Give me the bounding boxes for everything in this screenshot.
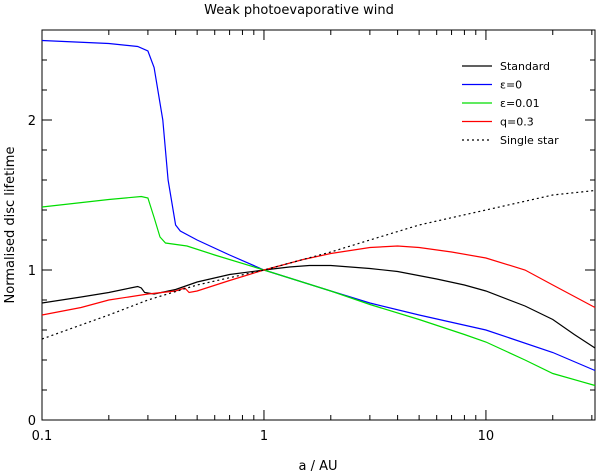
x-tick-label-1: 1 [260,429,268,444]
series-line-3 [41,245,596,316]
series-line-4 [41,189,596,340]
series-line-2 [41,195,596,387]
chart-title: Weak photoevaporative wind [204,3,394,18]
legend-label-1: ε=0 [500,79,522,92]
series-line-1 [41,39,596,372]
plot-frame [41,29,596,421]
tick-layer: 0.1 1 10 0 1 2 [28,30,595,444]
legend-label-0: Standard [500,60,550,73]
x-tick-label-2: 10 [478,429,495,444]
series-line-0 [41,264,596,349]
y-tick-label-1: 1 [28,264,36,279]
y-axis-label: Normalised disc lifetime [3,147,18,304]
legend-label-4: Single star [500,134,559,147]
x-tick-label-0: 0.1 [32,429,53,444]
y-tick-label-2: 2 [28,114,36,129]
y-tick-label-0: 0 [28,414,36,429]
series-layer [41,39,596,387]
x-axis-label: a / AU [298,459,337,474]
legend-label-3: q=0.3 [500,116,534,129]
legend: Standard ε=0 ε=0.01 q=0.3 Single star [462,60,559,147]
legend-label-2: ε=0.01 [500,97,540,110]
